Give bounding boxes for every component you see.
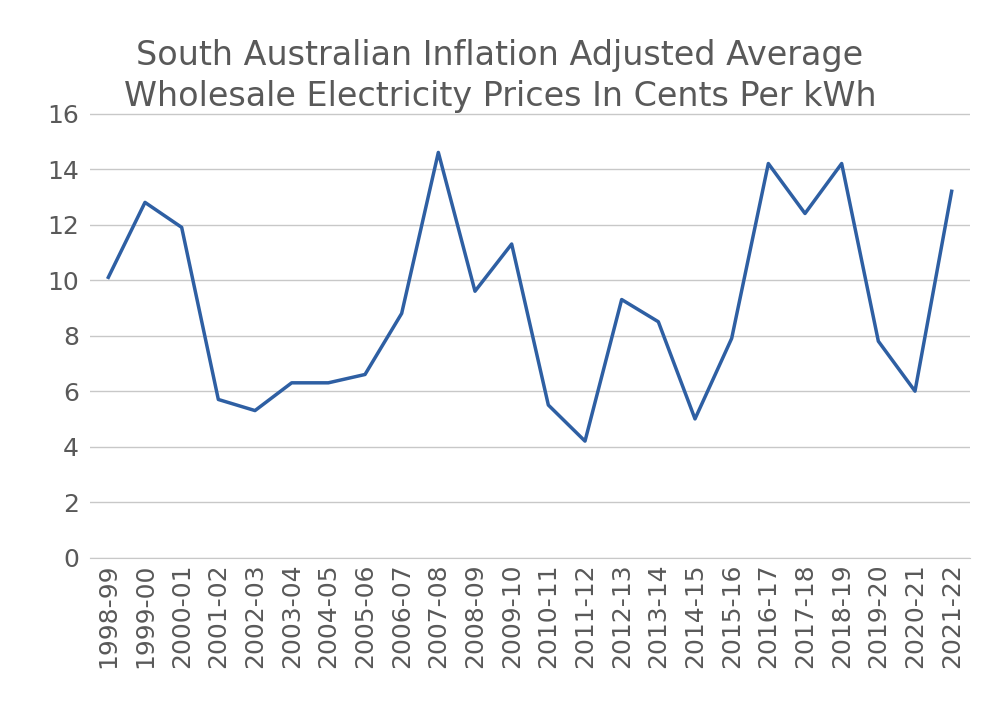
- Text: South Australian Inflation Adjusted Average
Wholesale Electricity Prices In Cent: South Australian Inflation Adjusted Aver…: [124, 39, 876, 113]
